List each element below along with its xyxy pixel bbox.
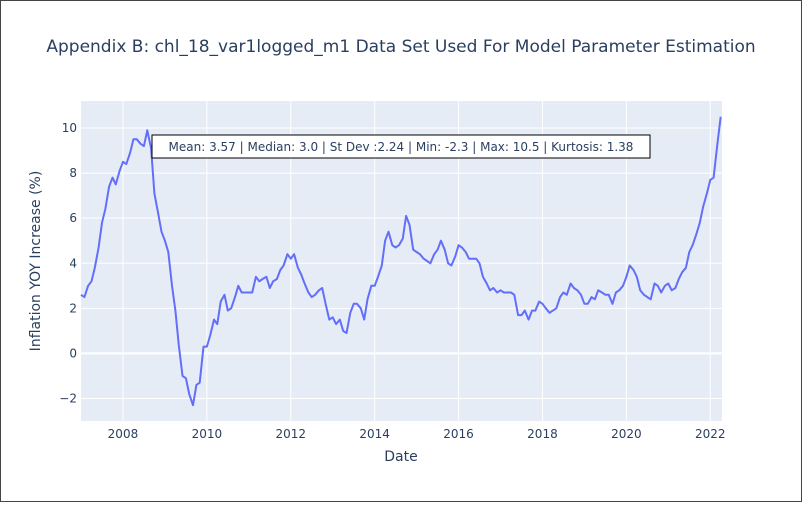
- x-tick-label: 2020: [611, 427, 642, 441]
- y-tick-label: 4: [69, 256, 77, 270]
- y-tick-label: 8: [69, 166, 77, 180]
- y-tick-label: 10: [62, 121, 77, 135]
- y-tick-label: 2: [69, 301, 77, 315]
- x-tick-label: 2012: [275, 427, 306, 441]
- chart-title: Appendix B: chl_18_var1logged_m1 Data Se…: [46, 37, 755, 57]
- x-tick-label: 2008: [108, 427, 139, 441]
- y-tick-label: −2: [59, 391, 77, 405]
- series-group: [80, 116, 722, 407]
- y-tick-label: 0: [69, 346, 77, 360]
- x-tick-label: 2022: [695, 427, 726, 441]
- x-tick-label: 2014: [359, 427, 390, 441]
- y-axis-label: Inflation YOY Increase (%): [28, 171, 44, 352]
- x-tick-label: 2010: [192, 427, 223, 441]
- x-tick-label: 2016: [443, 427, 474, 441]
- stats-annotation-box: [151, 134, 651, 159]
- stats-annotation-text: Mean: 3.57 | Median: 3.0 | St Dev :2.24 …: [169, 140, 634, 154]
- axis-ticks: 2008 2010 2012 2014 2016 2018 2020 2022 −2 0 2 4 6 8 1…: [59, 121, 725, 441]
- stats-annotation: Mean: 3.57 | Median: 3.0 | St Dev :2.24 …: [151, 134, 651, 159]
- series-line: [80, 116, 722, 407]
- y-tick-label: 6: [69, 211, 77, 225]
- x-tick-label: 2018: [527, 427, 558, 441]
- x-axis-label: Date: [384, 449, 417, 465]
